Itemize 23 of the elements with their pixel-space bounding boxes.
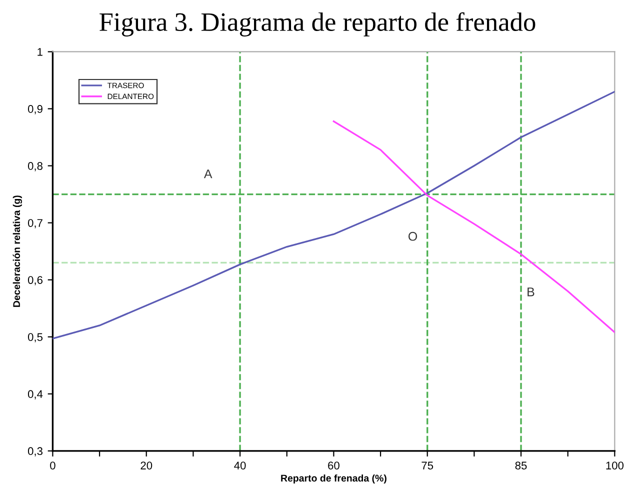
x-tick-label: 0 [50,462,56,470]
annotation: A [204,170,212,178]
y-tick-label: 0,9 [28,105,42,114]
annotation: B [528,288,534,296]
y-tick-label: 0,5 [28,333,43,342]
x-axis-title: Reparto de frenada (%) [281,474,386,484]
annotation: O [408,232,418,241]
y-tick-label: 0,7 [28,219,42,228]
x-tick-label: 85 [515,462,527,470]
x-tick-label: 20 [140,462,152,470]
y-tick-label: 1 [38,48,42,56]
line-series [52,90,615,340]
x-tick-label: 60 [328,462,340,470]
y-axis-title: Deceleración relativa (g) [12,196,22,307]
y-tick-label: 0,3 [28,447,42,456]
x-tick-label: 75 [422,462,434,470]
line-series [332,120,615,334]
x-tick-label: 40 [234,462,246,470]
x-tick-label: 100 [606,462,624,470]
y-tick-label: 0,4 [28,390,43,400]
chart-title: Figura 3. Diagrama de reparto de frenado [100,12,536,36]
y-tick-label: 0,6 [28,276,42,286]
y-tick-label: 0,8 [28,162,42,172]
